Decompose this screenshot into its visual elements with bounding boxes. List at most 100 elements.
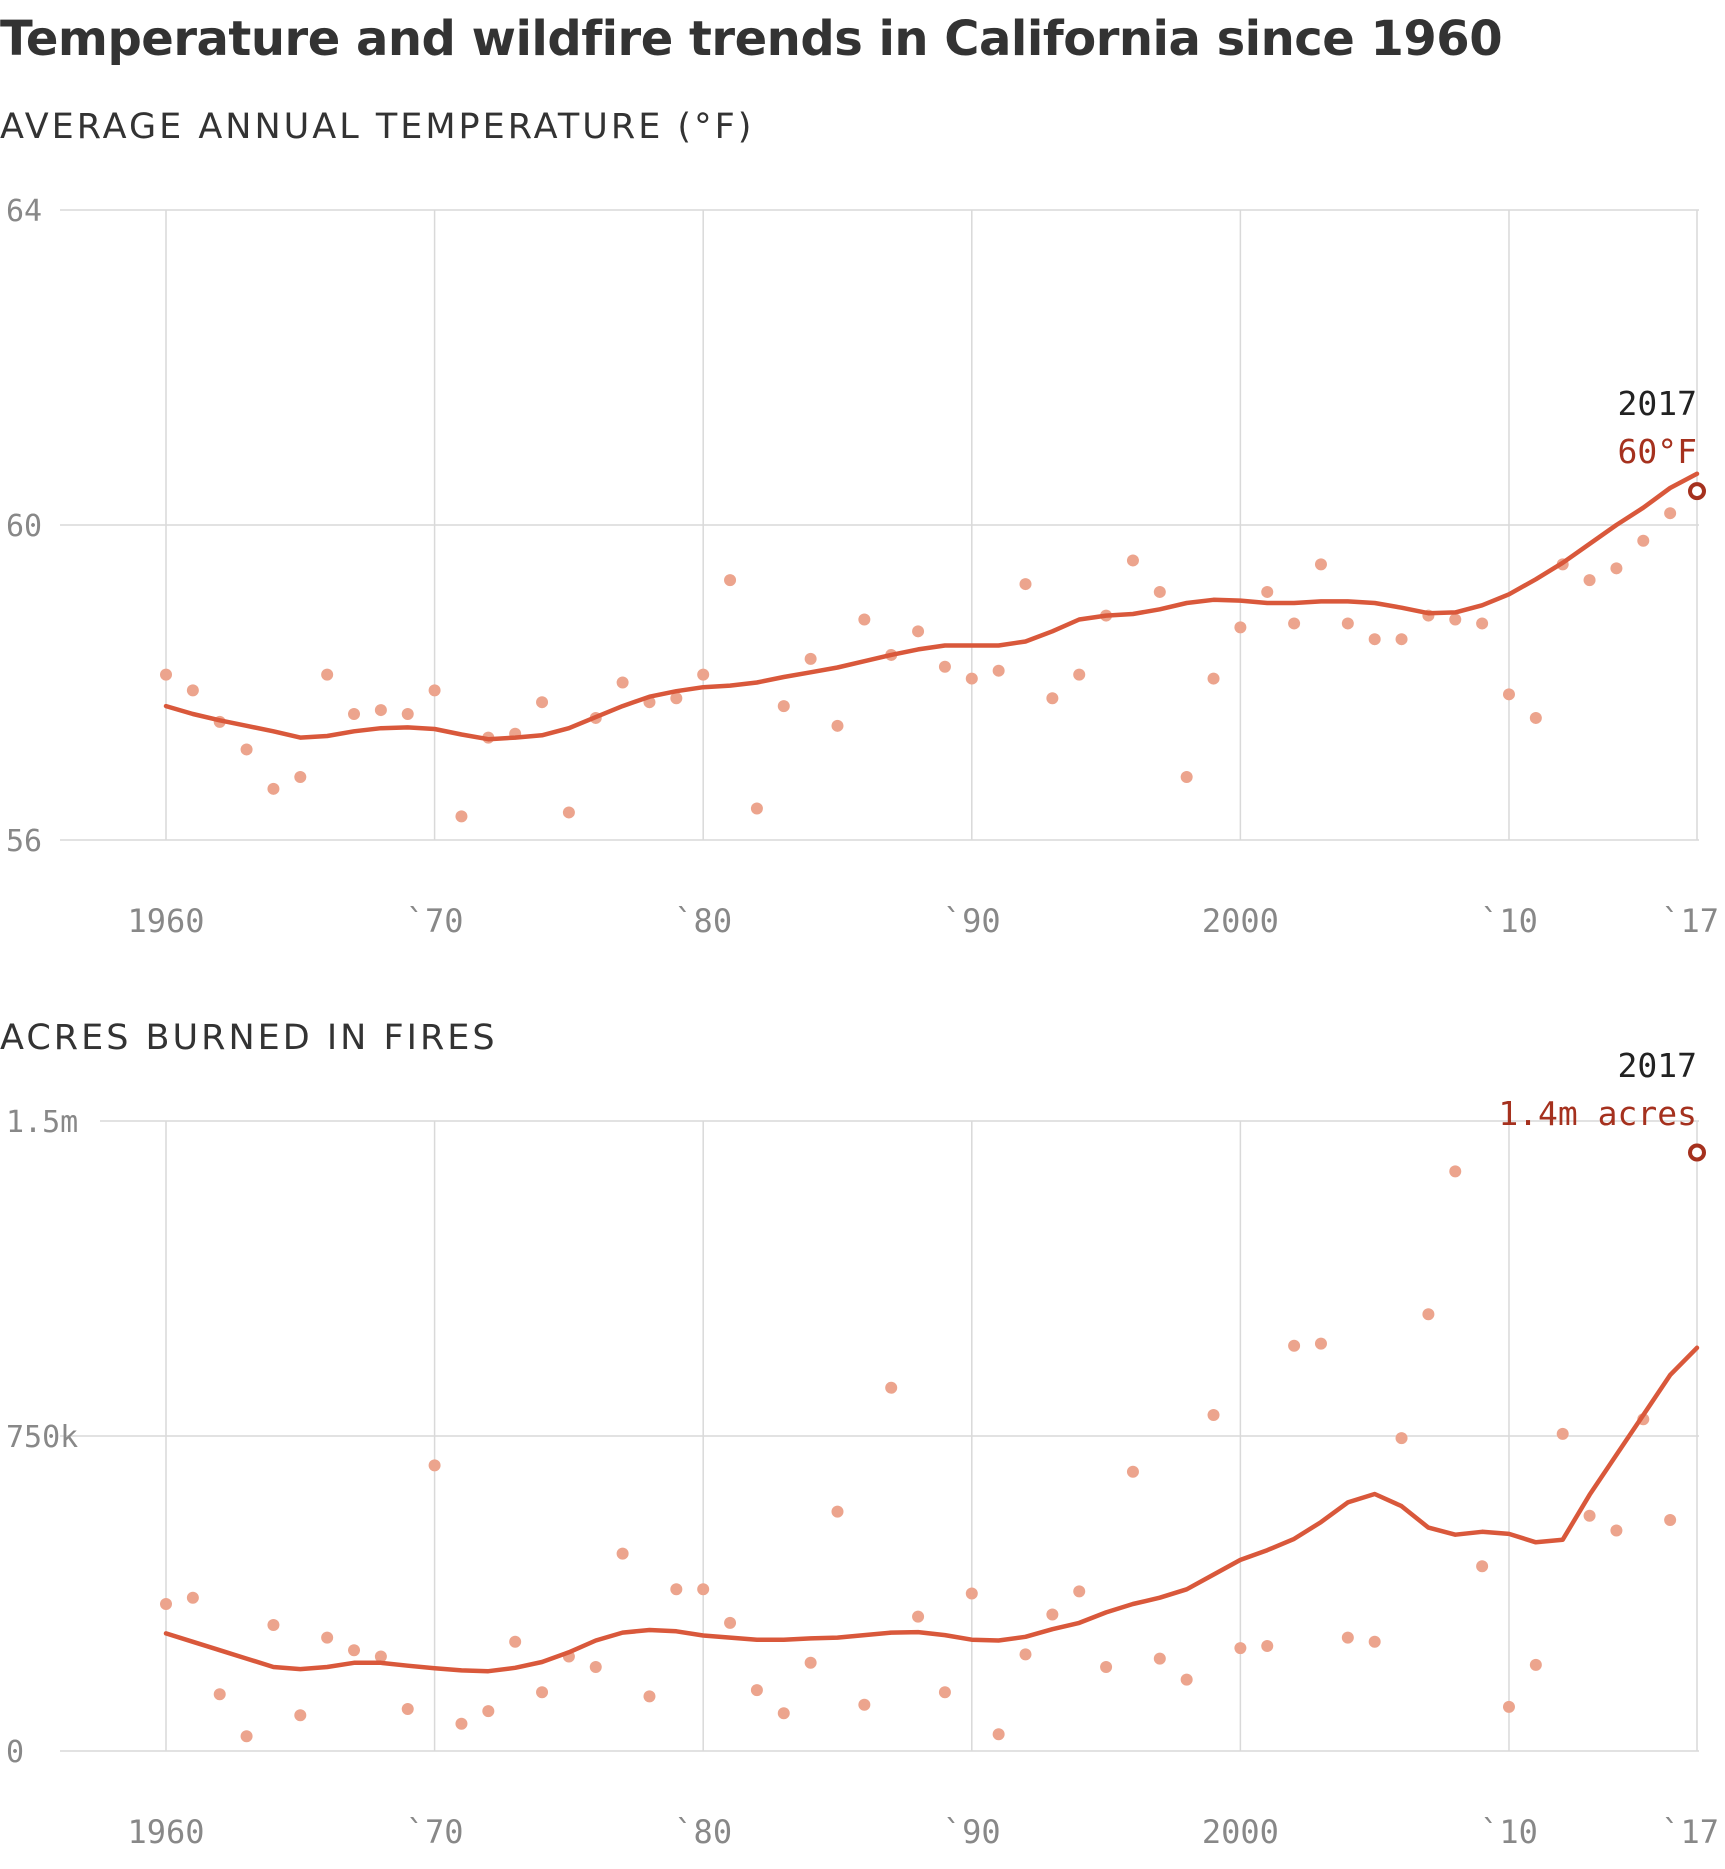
acres-data-point [697,1583,710,1596]
temperature-x-tick-label: `17 [1661,902,1719,940]
acres-data-point [1288,1339,1301,1352]
temperature-grid [60,209,1699,841]
acres-data-point [1664,1514,1677,1526]
acres-data-point [804,1656,817,1669]
acres-data-point [938,1686,951,1699]
acres-x-tick-label: `90 [943,1813,1001,1851]
temperature-data-point [186,684,199,697]
acres-data-point [1395,1432,1408,1445]
acres-x-tick-label: `17 [1661,1813,1719,1851]
acres-data-point [670,1583,683,1596]
acres-data-point [831,1505,844,1518]
acres-data-point [1422,1308,1435,1321]
temperature-data-point [1046,692,1059,705]
temperature-data-point [670,692,683,705]
temperature-data-point [858,613,871,626]
temperature-data-point [1019,578,1032,591]
acres-data-point [724,1616,737,1629]
temperature-data-point [267,782,280,795]
temperature-x-tick-label: 2000 [1202,902,1279,940]
acres-data-point [1100,1661,1113,1673]
temperature-data-point [697,668,710,681]
acres-data-point [1449,1165,1462,1178]
temperature-data-point [1368,633,1381,646]
temperature-y-ticks: 56 60 64 [6,194,42,859]
temperature-data-point [374,704,387,717]
acres-data-point [1610,1524,1623,1537]
acres-data-point [213,1688,226,1701]
temperature-data-point [562,806,575,819]
temperature-data-point [1610,562,1623,575]
temperature-data-point [616,676,629,689]
acres-panel: ACRES BURNED IN FIRES 0 750k 1.5m 1960 `70 `… [0,1018,1719,1851]
acres-data-point [321,1631,334,1644]
acres-data-point [1073,1585,1086,1598]
acres-data-point [374,1650,387,1663]
temperature-data-point [536,696,549,709]
acres-points [160,1165,1677,1743]
acres-data-point [1556,1427,1569,1440]
temperature-highlight-point [1688,482,1706,501]
temperature-data-point [1288,617,1301,630]
acres-panel-title: ACRES BURNED IN FIRES [0,1018,498,1058]
temperature-trend-line [163,471,1700,742]
acres-y-tick-label: 0 [6,1735,24,1770]
temperature-data-point [321,668,334,681]
acres-data-point [455,1717,468,1730]
temperature-data-point [912,625,925,638]
acres-y-tick-label: 1.5m [6,1105,78,1140]
acres-data-point [160,1598,172,1610]
temperature-points [160,507,1677,823]
acres-data-point [1341,1631,1354,1644]
temperature-y-tick-label: 60 [6,509,42,544]
temperature-data-point [777,700,790,713]
temperature-panel: AVERAGE ANNUAL TEMPERATURE (°F) 56 60 64 1… [0,107,1719,940]
chart-title: Temperature and wildfire trends in Calif… [0,11,1502,67]
acres-data-point [1261,1640,1274,1652]
temperature-panel-title: AVERAGE ANNUAL TEMPERATURE (°F) [0,107,754,147]
acres-data-point [912,1610,925,1623]
acres-annotation-year: 2017 [1618,1046,1697,1085]
temperature-data-point [455,810,468,823]
acres-highlight-point [1688,1143,1706,1162]
acres-x-tick-label: `80 [674,1813,732,1851]
acres-data-point [401,1703,414,1715]
temperature-data-point [1449,613,1462,626]
temperature-data-point [1207,672,1220,685]
temperature-x-ticks: 1960 `70 `80 `90 2000 `10 `17 [127,902,1719,940]
temperature-data-point [1341,617,1354,630]
temperature-data-point [1583,574,1596,587]
temperature-x-tick-label: `10 [1480,902,1538,940]
acres-data-point [1368,1635,1381,1648]
temperature-data-point [1502,688,1515,701]
temperature-y-tick-label: 64 [6,194,42,229]
acres-data-point [428,1459,441,1472]
temperature-data-point [348,708,361,720]
temperature-x-tick-label: `90 [943,902,1001,940]
temperature-annotation-value: 60°F [1618,432,1697,471]
acres-data-point [1234,1642,1247,1655]
temperature-data-point [804,652,817,665]
acres-data-point [294,1709,307,1722]
temperature-data-point [160,668,172,681]
temperature-data-point [938,660,951,673]
acres-data-point [1046,1608,1059,1621]
temperature-data-point [1476,617,1489,630]
acres-y-ticks: 0 750k 1.5m [6,1105,78,1770]
temperature-x-tick-label: 1960 [127,902,204,940]
temperature-data-point [724,574,737,587]
temperature-data-point [401,708,414,720]
acres-data-point [482,1705,495,1718]
temperature-data-point [1664,507,1677,520]
temperature-data-point [1314,558,1327,571]
acres-data-point [267,1619,280,1631]
acres-data-point [1314,1337,1327,1350]
acres-annotation-value: 1.4m acres [1498,1094,1697,1133]
temperature-data-point [1153,585,1166,598]
temperature-y-tick-label: 56 [6,824,42,859]
acres-data-point [1019,1648,1032,1661]
acres-data-point [348,1644,361,1657]
acres-data-point [186,1591,199,1604]
acres-data-point [1207,1409,1220,1421]
temperature-x-tick-label: `70 [406,902,464,940]
